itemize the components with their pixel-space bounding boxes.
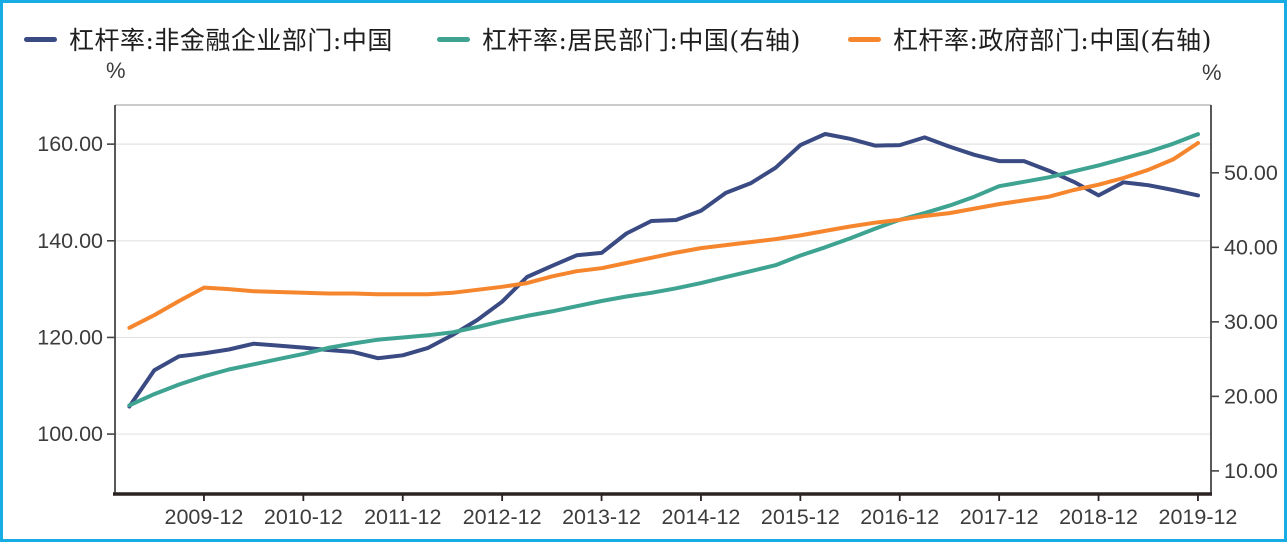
legend-item-corporate: 杠杆率:非金融企业部门:中国: [24, 23, 393, 55]
x-axis-tick-label: 2018-12: [1059, 505, 1138, 529]
left-axis-tick-label: 140.00: [37, 229, 103, 253]
right-axis-tick-label: 40.00: [1224, 235, 1278, 259]
left-axis-unit-label: %: [106, 58, 126, 83]
x-axis-tick-label: 2013-12: [562, 505, 641, 529]
x-axis-tick-label: 2010-12: [264, 505, 343, 529]
x-axis-tick-label: 2014-12: [661, 505, 740, 529]
right-axis-unit-label: %: [1202, 60, 1222, 85]
legend-swatch-household-line: [437, 36, 470, 42]
series-line-government: [127, 141, 1200, 330]
x-axis-tick-label: 2015-12: [761, 505, 840, 529]
chart-plot-area: 160.00 140.00 120.00 100.00 50.00 40.00 30.00 2…: [37, 104, 1278, 529]
x-axis-tick-label: 2012-12: [463, 505, 542, 529]
left-axis-tick-label: 100.00: [37, 422, 103, 446]
x-axis-tick-label: 2016-12: [860, 505, 939, 529]
legend-item-government: 杠杆率:政府部门:中国(右轴): [848, 23, 1212, 55]
legend-label-corporate: 杠杆率:非金融企业部门:中国: [69, 26, 393, 55]
legend-item-household: 杠杆率:居民部门:中国(右轴): [437, 23, 801, 55]
left-axis-tick-label: 160.00: [37, 132, 103, 156]
right-axis-tick-label: 30.00: [1224, 310, 1278, 334]
x-axis-tick-label: 2017-12: [960, 505, 1039, 529]
x-axis-tick-label: 2019-12: [1158, 505, 1237, 529]
x-axis-tick-label: 2009-12: [164, 505, 243, 529]
legend-label-household: 杠杆率:居民部门:中国(右轴): [482, 26, 801, 55]
right-axis-tick-label: 20.00: [1224, 384, 1278, 408]
legend-swatch-corporate-line: [24, 36, 57, 42]
legend-label-government: 杠杆率:政府部门:中国(右轴): [893, 26, 1212, 55]
x-axis-tick-label: 2011-12: [364, 505, 441, 529]
right-axis-tick-label: 50.00: [1224, 161, 1278, 185]
series-line-household: [127, 132, 1200, 408]
series-line-corporate: [127, 132, 1200, 409]
left-axis-tick-label: 120.00: [37, 325, 103, 349]
legend-swatch-government-line: [848, 36, 881, 42]
right-axis-tick-label: 10.00: [1224, 459, 1278, 483]
